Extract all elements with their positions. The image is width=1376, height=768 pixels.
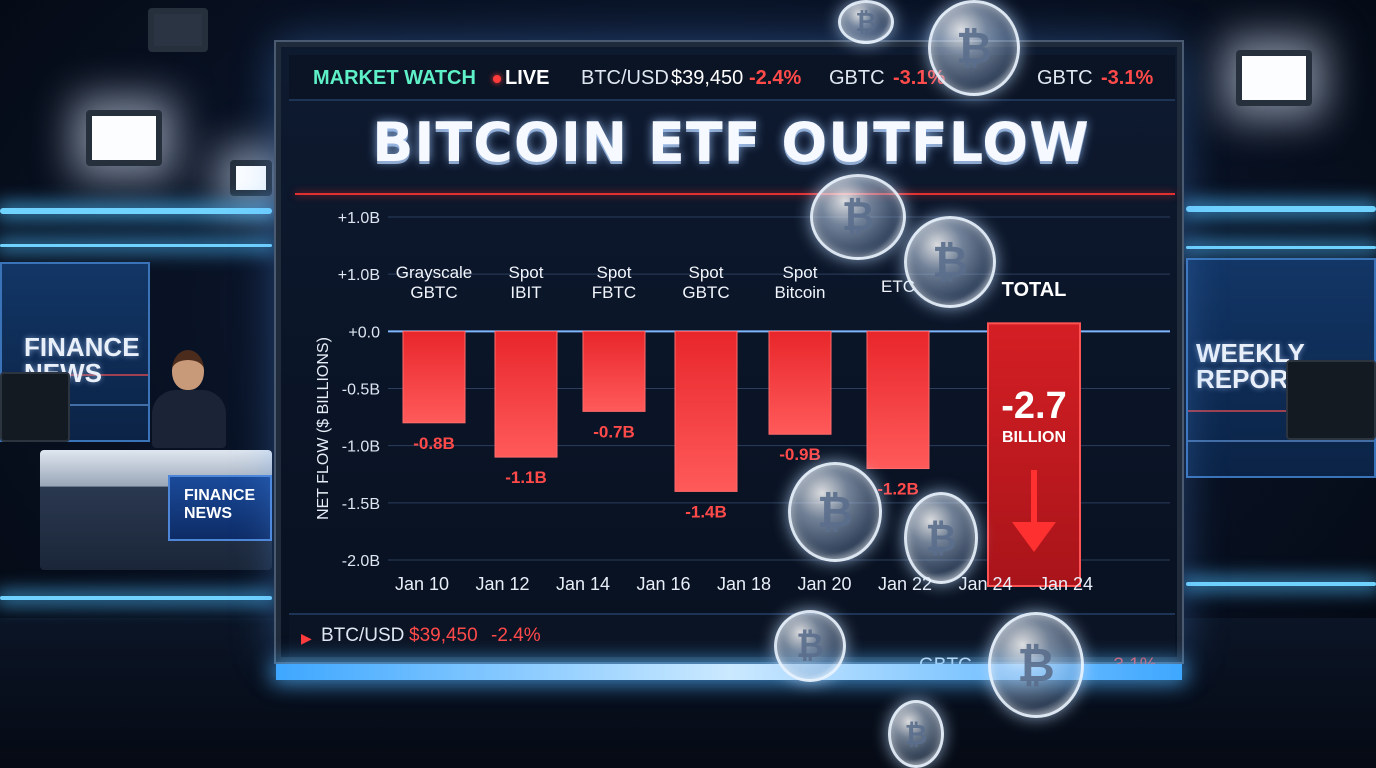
neon-strip xyxy=(0,208,272,214)
bar-1 xyxy=(495,331,557,457)
total-value-label: -2.7 xyxy=(1001,385,1066,427)
category-label: Grayscale xyxy=(396,263,473,282)
neon-strip xyxy=(0,596,272,600)
x-tick-label: Jan 14 xyxy=(556,574,610,594)
total-unit-label: BILLION xyxy=(1002,429,1066,446)
category-label: GBTC xyxy=(682,283,729,302)
bar-3 xyxy=(675,331,737,491)
x-tick-label: Jan 16 xyxy=(636,574,690,594)
bitcoin-coin-icon: ₿ xyxy=(904,492,978,584)
bitcoin-coin-icon: ₿ xyxy=(838,0,894,44)
bar-5 xyxy=(867,331,929,468)
bitcoin-coin-icon: ₿ xyxy=(904,216,996,308)
y-tick-label: +1.0B xyxy=(338,267,380,284)
studio-light-icon xyxy=(86,110,162,166)
value-label: -1.1B xyxy=(505,468,547,487)
category-label: IBIT xyxy=(510,283,541,302)
x-tick-label: Jan 24 xyxy=(1039,574,1093,594)
x-tick-label: Jan 20 xyxy=(797,574,851,594)
bitcoin-coin-icon: ₿ xyxy=(774,610,846,682)
value-label: -0.9B xyxy=(779,445,821,464)
desk-panel-title: FINANCE NEWS xyxy=(184,487,270,523)
y-tick-label: -1.5B xyxy=(342,496,380,513)
studio-camera-icon xyxy=(1286,360,1376,440)
value-label: -0.8B xyxy=(413,434,455,453)
y-tick-label: -0.5B xyxy=(342,382,380,399)
value-label: -0.7B xyxy=(593,422,635,441)
neon-strip xyxy=(1186,582,1376,586)
y-tick-label: +1.0B xyxy=(338,210,380,227)
x-tick-label: Jan 18 xyxy=(717,574,771,594)
desk-panel: FINANCE NEWS xyxy=(168,475,272,541)
news-anchor-figure xyxy=(148,350,230,450)
neon-strip xyxy=(0,244,272,247)
value-label: -1.4B xyxy=(685,502,727,521)
studio-light-icon xyxy=(1236,50,1312,106)
bar-4 xyxy=(769,331,831,434)
studio-light-icon xyxy=(230,160,272,196)
x-tick-label: Jan 10 xyxy=(395,574,449,594)
neon-strip xyxy=(1186,246,1376,249)
category-label: FBTC xyxy=(592,283,636,302)
category-label: GBTC xyxy=(410,283,457,302)
bitcoin-coin-icon: ₿ xyxy=(788,462,882,562)
category-label: Spot xyxy=(783,263,818,282)
value-label: -1.2B xyxy=(877,480,919,499)
y-tick-label: -2.0B xyxy=(342,553,380,570)
y-tick-label: +0.0 xyxy=(348,324,380,341)
bitcoin-coin-icon: ₿ xyxy=(928,0,1020,96)
total-label: TOTAL xyxy=(1002,279,1067,301)
y-axis-label: NET FLOW ($ BILLIONS) xyxy=(315,337,332,520)
bar-2 xyxy=(583,331,645,411)
studio-camera-icon xyxy=(0,372,70,442)
bitcoin-coin-icon: ₿ xyxy=(988,612,1084,718)
bitcoin-coin-icon: ₿ xyxy=(810,174,906,260)
bitcoin-coin-icon: ₿ xyxy=(888,700,944,768)
neon-strip xyxy=(1186,206,1376,212)
category-label: Bitcoin xyxy=(774,283,825,302)
category-label: Spot xyxy=(689,263,724,282)
y-tick-label: -1.0B xyxy=(342,439,380,456)
etf-outflow-chart: NET FLOW ($ BILLIONS) +1.0B +1.0B +0.0 -0.5B… xyxy=(276,42,1182,662)
studio-light-icon xyxy=(148,8,208,52)
category-label: Spot xyxy=(597,263,632,282)
bar-0 xyxy=(403,331,465,422)
category-label: Spot xyxy=(509,263,544,282)
x-tick-label: Jan 12 xyxy=(475,574,529,594)
x-tick-label: Jan 24 xyxy=(958,574,1012,594)
